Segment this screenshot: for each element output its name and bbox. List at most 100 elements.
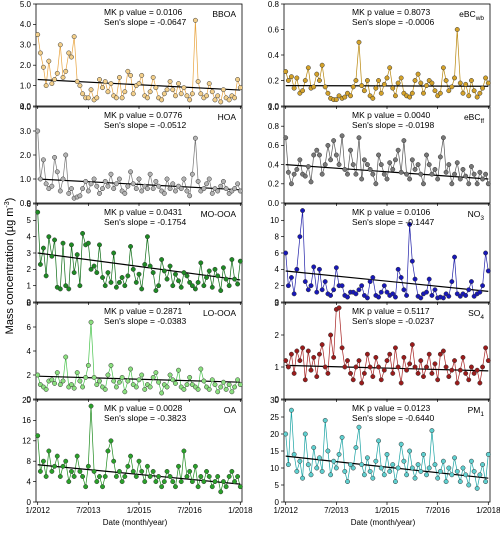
panel-label: HOA: [218, 112, 237, 122]
data-point: [468, 364, 474, 370]
panel-label: MO-OOA: [201, 209, 237, 219]
data-point: [401, 287, 407, 293]
data-point: [468, 458, 474, 464]
data-point: [384, 289, 390, 295]
data-point: [164, 384, 170, 390]
y-tick-label: 1.0: [268, 103, 280, 112]
y-tick-label: 0.8: [268, 0, 280, 9]
data-point: [328, 332, 334, 338]
trend-line: [285, 270, 489, 292]
data-point: [384, 176, 390, 182]
data-point: [60, 176, 66, 182]
data-point: [432, 287, 438, 293]
x-tick-label: 1/2018: [476, 506, 500, 515]
data-point: [97, 190, 102, 196]
x-axis-label-left: Date (month/year): [103, 518, 168, 527]
data-point: [483, 250, 489, 256]
data-point: [468, 164, 474, 169]
y-tick-label: 0.0: [20, 199, 32, 208]
y-tick-label: 2: [275, 281, 280, 290]
data-point: [161, 190, 167, 196]
data-point: [449, 181, 455, 187]
data-point: [102, 283, 108, 289]
data-point: [426, 351, 432, 357]
data-point: [376, 78, 382, 83]
sens-slope: Sen's slope = -0.3823: [104, 413, 186, 423]
data-point: [474, 94, 480, 100]
data-point: [424, 472, 429, 478]
panel-label: eBCwb: [459, 9, 484, 22]
data-point: [66, 50, 72, 56]
data-point: [63, 68, 69, 74]
data-point: [466, 181, 472, 187]
data-point: [350, 377, 356, 383]
data-point: [291, 370, 297, 376]
data-point: [192, 463, 198, 469]
data-point: [415, 162, 421, 168]
data-point: [170, 479, 176, 485]
data-point: [37, 261, 43, 267]
data-point: [348, 462, 353, 468]
data-point: [198, 366, 204, 372]
data-point: [116, 176, 122, 182]
data-point: [125, 183, 131, 189]
y-tick-label: 1: [275, 363, 280, 372]
sens-slope: Sen's slope = -0.0237: [352, 316, 434, 326]
sens-slope: Sen's slope = -0.0512: [104, 120, 186, 130]
data-point: [161, 268, 167, 274]
panel-label: BBOA: [212, 9, 236, 19]
data-point: [220, 178, 226, 184]
data-point: [139, 188, 145, 194]
data-point: [60, 378, 66, 384]
data-point: [302, 173, 308, 179]
data-point: [300, 345, 306, 351]
data-point: [170, 87, 176, 93]
data-point: [85, 362, 91, 368]
data-point: [235, 181, 241, 187]
data-point: [105, 372, 111, 378]
data-point: [463, 293, 469, 298]
data-point: [119, 479, 125, 485]
data-point: [440, 348, 446, 354]
data-point: [328, 472, 334, 478]
data-point: [128, 366, 134, 372]
data-point: [35, 372, 41, 378]
data-point: [153, 178, 159, 184]
data-point: [348, 370, 353, 376]
data-point: [226, 283, 232, 289]
data-point: [108, 362, 114, 368]
y-tick-label: 0: [275, 298, 280, 307]
data-point: [133, 474, 139, 479]
data-point: [173, 271, 178, 277]
data-point: [407, 94, 413, 100]
data-point: [449, 367, 455, 373]
data-point: [49, 377, 55, 383]
data-point: [297, 358, 303, 364]
data-point: [359, 83, 365, 89]
data-point: [215, 93, 221, 99]
data-point: [384, 75, 390, 81]
data-point: [409, 465, 415, 471]
y-tick-label: 0.2: [268, 180, 280, 189]
data-point: [387, 65, 393, 71]
data-point: [122, 474, 128, 479]
data-point: [283, 358, 289, 364]
data-point: [480, 176, 486, 182]
data-point: [339, 133, 345, 139]
data-point: [356, 135, 362, 141]
y-tick-label: 0.8: [268, 122, 280, 131]
data-point: [125, 463, 131, 469]
data-point: [471, 370, 477, 376]
y-tick-label: 4: [275, 265, 280, 274]
data-point: [232, 276, 238, 282]
data-point: [35, 32, 41, 38]
data-point: [319, 62, 325, 68]
data-point: [102, 178, 108, 184]
data-point: [440, 295, 446, 301]
y-tick-label: 20: [22, 396, 31, 405]
data-point: [314, 465, 320, 471]
data-point: [229, 257, 235, 262]
data-point: [390, 291, 396, 297]
data-point: [404, 293, 410, 298]
data-point: [94, 95, 100, 101]
